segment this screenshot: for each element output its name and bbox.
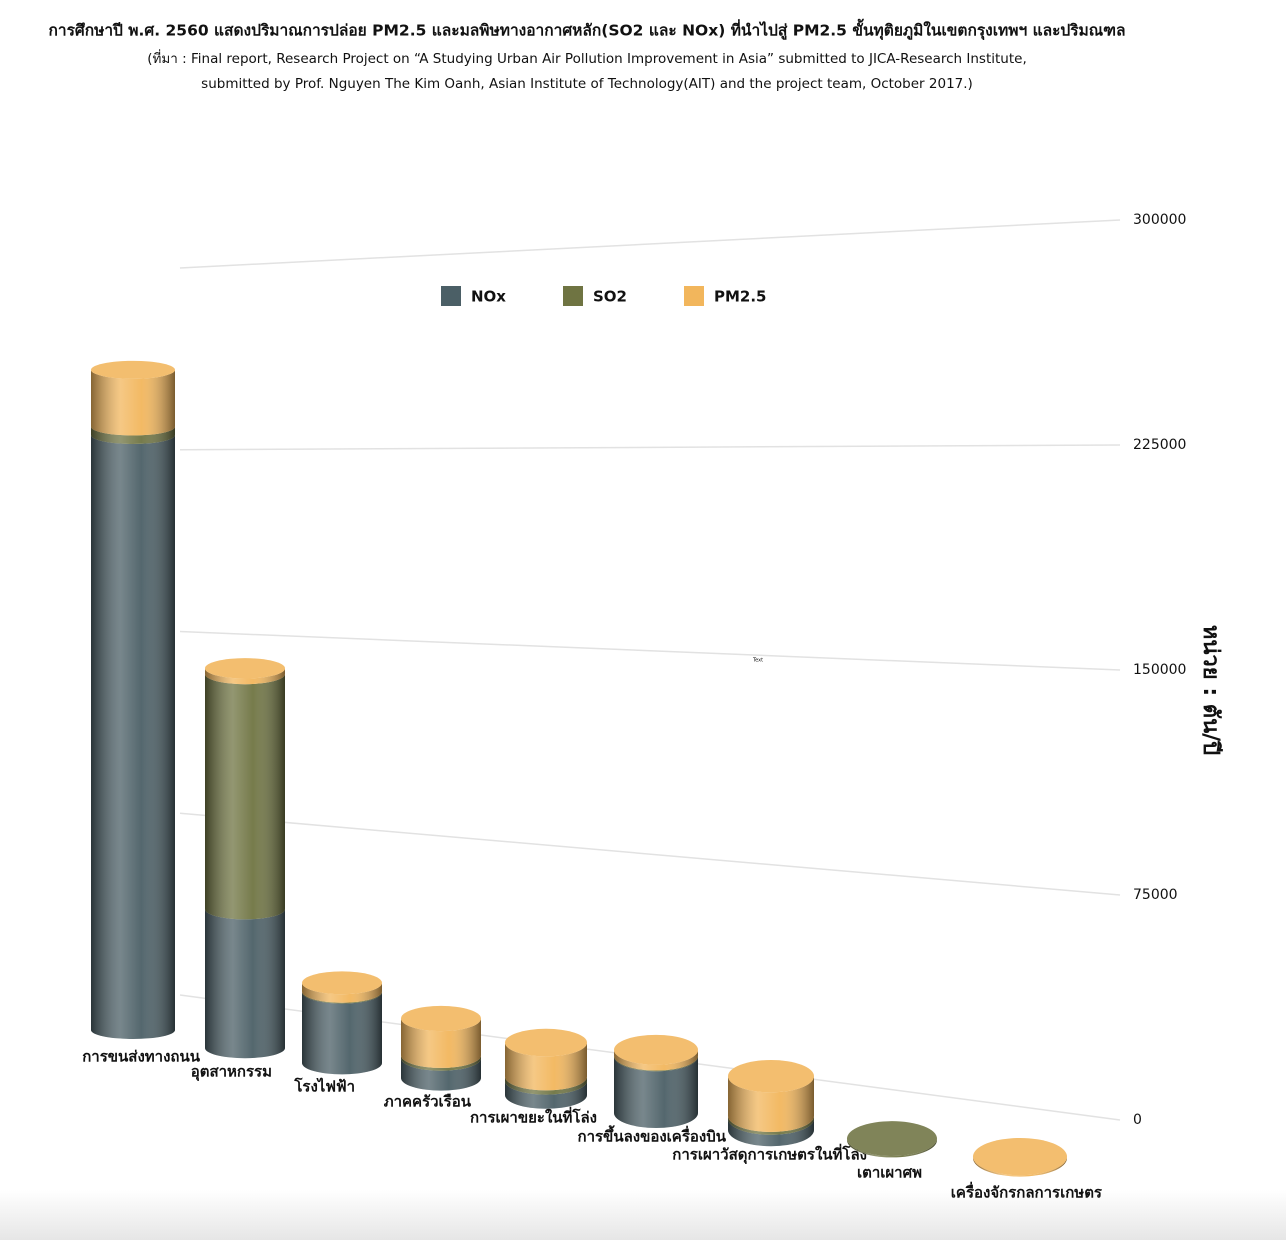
x-tick-label: การเผาขยะในที่โล่ง [470,1107,597,1127]
cylinder-segment [505,1080,587,1109]
segment-shade [91,369,175,436]
cylinder-segment [401,1055,481,1071]
segment-shade [205,668,285,685]
segment-shade [505,1042,587,1091]
annotation: Text [752,658,763,664]
x-tick-label: การเผาวัสดุการเกษตรในที่โล่ง [672,1144,867,1165]
cylinder-segment [847,1121,937,1158]
segment-cap [205,658,285,679]
segment-shade [302,992,382,1075]
segment-shade [728,1115,814,1135]
segment-cap [728,1059,814,1093]
segment-cap [614,1034,698,1065]
y-tick-label: 0 [1133,1112,1142,1128]
legend-label: PM2.5 [714,288,767,306]
cylinder-segment [505,1076,587,1095]
cylinder-segment [91,426,175,444]
legend-swatch [563,286,583,306]
grid-line [179,219,1121,269]
x-tick-label: อุตสาหกรรม [191,1063,272,1082]
segment-cap [505,1028,587,1057]
cap-highlight [205,658,285,679]
x-tick-label: การขนส่งทางถนน [82,1048,201,1066]
cylinder-segment [205,658,285,685]
legend-swatch [684,286,704,306]
cylinder-segment [205,674,285,920]
x-tick-label: ภาคครัวเรือน [384,1093,472,1111]
segment-shade [505,1076,587,1095]
x-tick-label: การขึ้นลงของเครื่องบิน [578,1125,727,1146]
legend-label: NOx [471,288,506,306]
cylinder-segment [728,1059,814,1133]
grid-line [179,444,1121,451]
segment-shade [91,435,175,1039]
cap-highlight [91,360,175,379]
legend-swatch [441,286,461,306]
cap-highlight [505,1028,587,1057]
segment-shade [401,1018,481,1068]
cylinder-segment [302,971,382,1003]
x-tick-label: โรงไฟฟ้า [293,1077,355,1096]
grid-line [179,812,1121,896]
cylinder-segment [505,1028,587,1091]
cylinder-segment [401,1005,481,1068]
segment-shade [728,1076,814,1133]
cap-highlight [847,1121,937,1156]
subtitle: (ที่มา : Final report, Research Project … [147,49,1027,67]
cap-highlight [973,1137,1067,1176]
floor [0,1190,1286,1240]
x-tick-label: เตาเผาศพ [857,1164,922,1182]
cylinder-segment [614,1056,698,1128]
y-tick-label: 75000 [1133,887,1178,903]
legend-label: SO2 [593,288,627,306]
x-tick-label: เครื่องจักรกลการเกษตร [951,1182,1103,1202]
segment-cap [973,1137,1067,1176]
segment-shade [401,1058,481,1091]
cylinder-segment [302,992,382,1075]
cap-highlight [401,1005,481,1032]
chart-title: การศึกษาปี พ.ศ. 2560 แสดงปริมาณการปล่อย … [48,19,1125,42]
cylinder-segment [205,909,285,1059]
cylinder-segment [728,1115,814,1135]
y-axis-label: หน่วย : ตัน/ปี [1198,625,1223,755]
grid-line [179,630,1121,671]
cap-highlight [302,971,382,995]
segment-cap [401,1005,481,1032]
segment-shade [505,1080,587,1109]
segment-shade [205,674,285,920]
y-tick-label: 225000 [1133,437,1186,453]
segment-shade [728,1118,814,1147]
segment-cap [91,360,175,379]
y-tick-label: 300000 [1133,212,1186,228]
cylinder-segment [728,1118,814,1147]
cylinder-segment [91,360,175,436]
cylinder-segment [401,1058,481,1091]
segment-shade [614,1049,698,1071]
segment-shade [401,1055,481,1071]
cylinder-segment [91,435,175,1039]
segment-cap [302,971,382,995]
segment-shade [205,909,285,1059]
segment-shade [302,982,382,1003]
segment-shade [91,426,175,444]
subtitle: submitted by Prof. Nguyen The Kim Oanh, … [201,76,973,92]
segment-shade [614,1056,698,1128]
cylinder-segment [973,1137,1067,1177]
cylinder-segment [614,1034,698,1071]
y-tick-label: 150000 [1133,662,1186,678]
cap-highlight [728,1059,814,1093]
cap-highlight [614,1034,698,1065]
segment-cap [847,1121,937,1156]
